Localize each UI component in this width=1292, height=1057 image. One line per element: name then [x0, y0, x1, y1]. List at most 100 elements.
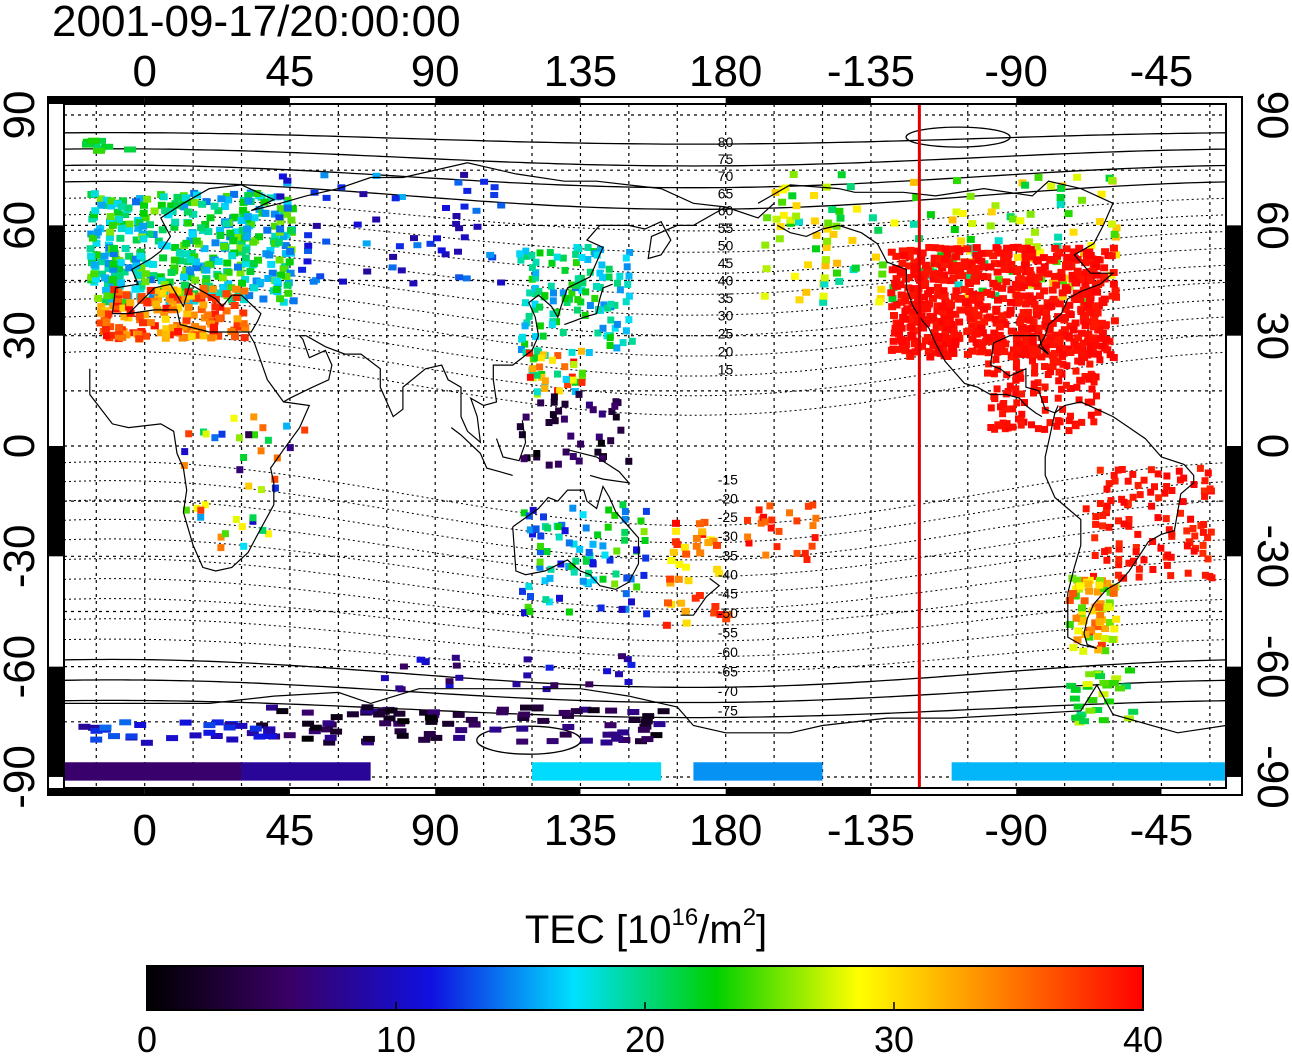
tec-cell: [584, 256, 592, 263]
tec-cell: [419, 709, 432, 716]
tec-cell: [545, 419, 553, 426]
tec-cell: [613, 320, 621, 328]
tec-cell: [1085, 671, 1096, 678]
tec-cell: [600, 301, 608, 309]
tec-cell: [250, 214, 259, 222]
tec-cell: [1129, 470, 1137, 478]
tec-cell: [1061, 314, 1069, 322]
tec-cell: [877, 285, 886, 293]
tec-cell: [1021, 399, 1028, 406]
tec-cell: [162, 331, 171, 339]
tec-cell: [143, 195, 152, 203]
tec-cell: [224, 196, 233, 204]
tec-cell: [1024, 298, 1033, 306]
tec-cell: [947, 301, 955, 309]
tec-cell: [120, 298, 129, 306]
tec-cell: [286, 247, 295, 255]
tec-cell: [990, 329, 999, 337]
tec-cell: [1070, 338, 1079, 346]
tec-cell: [600, 739, 613, 746]
tec-cell: [283, 200, 292, 208]
tec-cell: [1091, 287, 1100, 295]
tec-cell: [585, 349, 593, 356]
tec-cell: [537, 542, 544, 550]
tec-cell: [951, 337, 960, 345]
tec-cell: [1110, 471, 1118, 479]
lat-tick-label-left: 30: [0, 311, 44, 360]
tec-cell: [397, 718, 410, 725]
tec-cell: [1111, 477, 1119, 485]
tec-cell: [207, 294, 216, 301]
tec-cell: [940, 276, 948, 284]
map-title: 2001-09-17/20:00:00: [52, 0, 461, 46]
tec-cell: [999, 295, 1007, 303]
tec-cell: [628, 598, 635, 606]
tec-cell: [604, 523, 612, 531]
tec-cell: [569, 504, 577, 512]
tec-cell: [933, 302, 942, 310]
tec-cell: [229, 237, 238, 245]
tec-cell: [519, 587, 526, 595]
tec-cell: [595, 433, 603, 441]
tec-cell: [599, 575, 607, 583]
tec-cell: [991, 425, 999, 433]
tec-cell: [263, 726, 276, 733]
tec-cell: [283, 732, 296, 739]
tec-cell: [230, 190, 239, 198]
tec-cell: [1031, 228, 1039, 236]
tec-cell: [222, 220, 231, 228]
tec-cell: [561, 363, 569, 371]
tec-cell: [682, 563, 690, 571]
tec-cell: [1033, 311, 1041, 319]
tec-cell: [984, 334, 993, 342]
tec-cell: [1012, 363, 1020, 371]
tec-cell: [180, 462, 188, 469]
tec-cell: [1084, 330, 1093, 338]
tec-cell: [951, 253, 960, 261]
tec-cell: [1091, 552, 1099, 559]
tec-cell: [1081, 631, 1090, 638]
tec-cell: [968, 335, 977, 343]
tec-cell: [217, 544, 225, 552]
tec-cell: [1140, 556, 1148, 564]
tec-cell: [1177, 509, 1184, 517]
coastline-segment: [567, 449, 631, 484]
tec-cell: [949, 345, 958, 353]
tec-cell: [1096, 500, 1104, 507]
tec-cell: [102, 201, 111, 209]
tec-cell: [1120, 498, 1128, 506]
tec-cell: [966, 235, 975, 243]
tec-cell: [1105, 523, 1113, 531]
tec-cell: [121, 245, 130, 252]
lon-tick-label-top: -135: [827, 47, 915, 96]
tec-cell: [957, 237, 966, 245]
tec-cell: [910, 263, 919, 271]
tec-cell: [537, 354, 545, 362]
tec-cell: [823, 237, 832, 245]
tec-cell: [824, 219, 833, 227]
tec-cell: [1101, 248, 1110, 256]
tec-cell: [98, 270, 107, 278]
coastline-segment: [777, 224, 1043, 418]
tec-cell: [165, 295, 174, 303]
tec-cell: [775, 527, 783, 535]
tec-cell: [1066, 311, 1075, 319]
tec-cell: [909, 290, 918, 298]
tec-cell: [473, 223, 482, 230]
tec-cell: [497, 202, 506, 209]
tec-cell: [1002, 405, 1010, 413]
tec-cell: [715, 569, 723, 577]
tec-cell: [938, 302, 947, 310]
tec-cell: [1129, 557, 1137, 565]
tec-cell: [249, 514, 257, 522]
tec-cell: [910, 269, 919, 277]
tec-cell: [276, 708, 289, 715]
tec-cell: [536, 303, 544, 311]
tec-cell: [496, 706, 509, 713]
tec-cell: [904, 292, 913, 300]
tec-cell: [240, 287, 249, 295]
tec-cell: [437, 247, 446, 254]
tec-cell: [1077, 329, 1086, 337]
tec-cell: [596, 284, 604, 291]
tec-cell: [596, 269, 604, 277]
